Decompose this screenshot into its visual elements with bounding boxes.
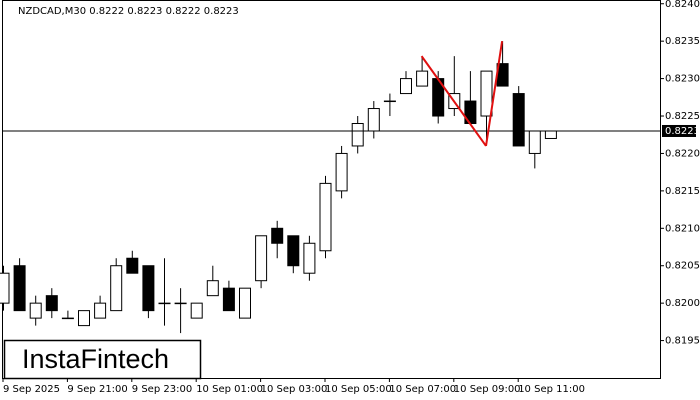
candle-body xyxy=(78,310,90,327)
price-label: 0.8223 xyxy=(665,126,700,137)
candle-body xyxy=(158,302,171,305)
plot-frame xyxy=(2,0,661,379)
y-tick-label: 0.8235 xyxy=(665,36,700,47)
x-tick-label: 9 Sep 21:00 xyxy=(67,384,127,395)
pattern-line xyxy=(420,55,487,147)
candle-body xyxy=(367,108,380,132)
x-tick-label: 10 Sep 11:00 xyxy=(518,384,585,395)
candle-body xyxy=(480,70,493,117)
price-label-bg xyxy=(662,124,696,137)
candle-body xyxy=(239,287,251,319)
candle-body xyxy=(206,280,219,297)
candle-body xyxy=(383,100,396,103)
y-tick-label: 0.8215 xyxy=(665,186,700,197)
candle-body xyxy=(61,317,74,320)
x-tick-label: 10 Sep 07:00 xyxy=(389,384,456,395)
candle-body xyxy=(0,272,10,304)
y-tick-label: 0.8205 xyxy=(665,261,700,272)
candle-body xyxy=(416,70,429,87)
candle-body xyxy=(222,287,235,312)
x-tick-label: 10 Sep 05:00 xyxy=(325,384,392,395)
x-tick-label: 10 Sep 09:00 xyxy=(454,384,521,395)
candle-body xyxy=(174,302,187,305)
x-tick-label: 10 Sep 03:00 xyxy=(261,384,328,395)
candle-body xyxy=(110,265,123,312)
candle-body xyxy=(126,257,139,274)
candle-body xyxy=(142,265,155,312)
x-tick-label: 9 Sep 23:00 xyxy=(132,384,192,395)
logo: InstaFintech xyxy=(22,344,169,374)
candle-body xyxy=(94,302,107,319)
y-tick-label: 0.8200 xyxy=(665,298,700,309)
candle-body xyxy=(271,227,284,244)
y-tick-label: 0.8225 xyxy=(665,111,700,122)
y-tick-label: 0.8230 xyxy=(665,74,700,85)
candle-body xyxy=(351,123,364,147)
y-tick-label: 0.8220 xyxy=(665,148,700,159)
candle-body xyxy=(287,235,300,267)
pattern-line xyxy=(485,41,504,147)
x-tick-label: 9 Sep 2025 xyxy=(3,384,60,395)
candle-body xyxy=(335,152,348,192)
candle-body xyxy=(13,265,26,312)
x-tick-label: 10 Sep 01:00 xyxy=(196,384,263,395)
y-tick-label: 0.8195 xyxy=(665,336,700,347)
candle-body xyxy=(528,130,541,154)
candle-body xyxy=(303,242,316,274)
candle-body xyxy=(255,235,268,282)
candle-body xyxy=(544,130,557,139)
chart-title: NZDCAD,M30 0.8222 0.8223 0.8222 0.8223 xyxy=(18,6,239,17)
candle-body xyxy=(512,93,525,147)
candle-body xyxy=(29,302,42,319)
y-tick-label: 0.8210 xyxy=(665,223,700,234)
y-tick-label: 0.8240 xyxy=(665,0,700,10)
candle-body xyxy=(190,302,203,319)
candle-body xyxy=(400,78,412,95)
candle-body xyxy=(45,295,58,312)
logo-box xyxy=(3,339,202,380)
candle-body xyxy=(319,182,332,252)
